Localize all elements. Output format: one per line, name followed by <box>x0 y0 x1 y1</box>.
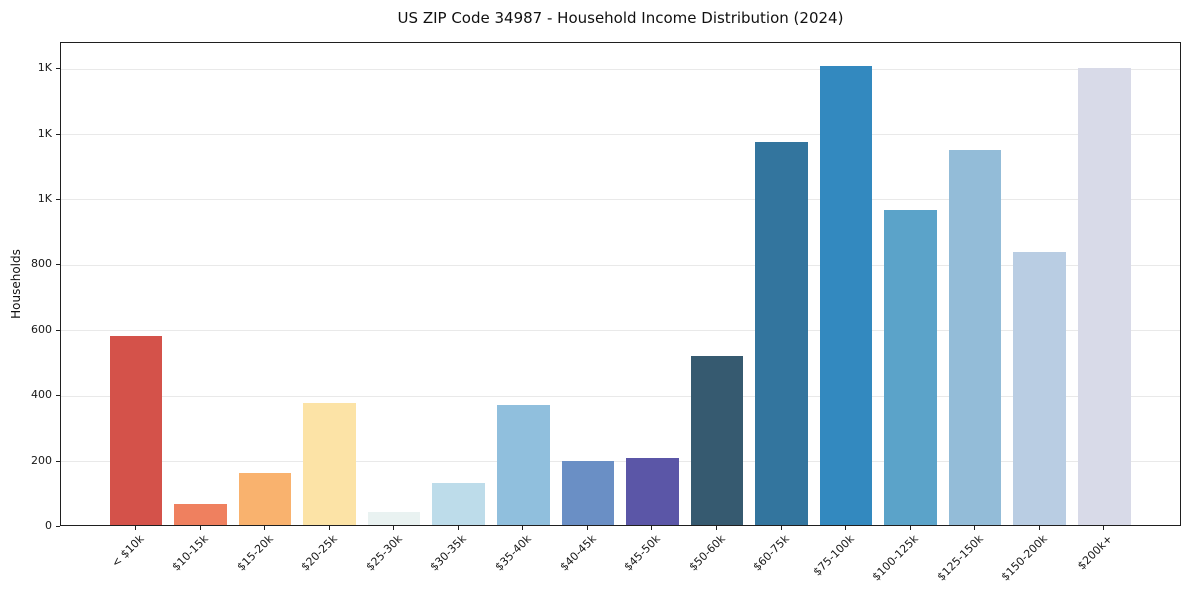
bar <box>561 461 615 525</box>
bar <box>690 355 744 525</box>
x-tick-label: $25-30k <box>363 532 405 574</box>
x-tick-label: $10-15k <box>169 532 212 574</box>
bar <box>819 65 873 525</box>
y-tick-label: 600 <box>31 322 52 336</box>
y-gridline <box>61 264 1180 266</box>
bar <box>174 503 227 525</box>
y-gridline <box>61 134 1180 136</box>
x-tick-mark <box>522 526 524 530</box>
x-tick-label: $75-100k <box>810 532 857 579</box>
x-tick-mark <box>457 526 459 530</box>
y-tick-mark <box>56 264 60 266</box>
bar <box>432 482 486 525</box>
y-gridline <box>61 395 1180 397</box>
bar <box>626 458 679 525</box>
x-tick-label: $50-60k <box>686 532 728 574</box>
bar <box>497 404 550 525</box>
x-tick-label: $125-150k <box>934 532 986 584</box>
x-tick-label: $30-35k <box>427 532 470 574</box>
y-gridline <box>61 461 1180 463</box>
x-tick-mark <box>328 526 330 530</box>
y-gridline <box>61 330 1180 332</box>
x-tick-label: < $10k <box>108 532 147 570</box>
x-tick-mark <box>199 526 201 530</box>
x-tick-mark <box>715 526 717 530</box>
bar <box>884 209 937 525</box>
chart-title: US ZIP Code 34987 - Household Income Dis… <box>397 9 844 27</box>
x-tick-mark <box>1038 526 1040 530</box>
bar <box>1013 251 1066 525</box>
x-tick-mark <box>586 526 588 530</box>
x-tick-label: $35-40k <box>492 532 534 574</box>
x-tick-label: $45-50k <box>621 532 663 574</box>
x-tick-mark <box>845 526 847 530</box>
y-tick-mark <box>56 395 60 397</box>
y-tick-mark <box>56 68 60 70</box>
x-tick-mark <box>1103 526 1105 530</box>
y-tick-label: 1K <box>37 126 52 140</box>
x-tick-mark <box>909 526 911 530</box>
y-tick-mark <box>56 198 60 200</box>
x-tick-label: $15-20k <box>234 532 276 574</box>
x-tick-label: $100-125k <box>869 532 922 584</box>
bar <box>238 473 292 525</box>
plot-area <box>60 42 1181 526</box>
y-gridline <box>61 199 1180 201</box>
bar <box>303 403 356 525</box>
bar <box>948 150 1002 525</box>
bar <box>755 142 808 525</box>
y-tick-mark <box>56 133 60 135</box>
y-tick-mark <box>56 460 60 462</box>
x-tick-mark <box>651 526 653 530</box>
y-gridline <box>61 68 1180 70</box>
x-tick-label: $40-45k <box>557 532 599 574</box>
x-tick-label: $60-75k <box>750 532 792 574</box>
y-tick-label: 1K <box>37 61 52 75</box>
bar <box>367 511 421 525</box>
x-tick-label: $200k+ <box>1074 532 1115 573</box>
y-tick-label: 1K <box>37 191 52 205</box>
y-tick-label: 400 <box>31 388 52 402</box>
y-tick-label: 200 <box>31 453 52 467</box>
x-tick-mark <box>393 526 395 530</box>
x-tick-mark <box>974 526 976 530</box>
y-tick-mark <box>56 526 60 527</box>
bar <box>1077 67 1131 525</box>
x-tick-mark <box>135 526 136 530</box>
x-tick-label: $20-25k <box>298 532 341 574</box>
x-tick-mark <box>264 526 266 530</box>
x-tick-mark <box>780 526 782 530</box>
y-tick-label: 0 <box>45 519 52 532</box>
bar <box>109 335 163 525</box>
x-tick-label: $150-200k <box>999 532 1051 584</box>
y-tick-mark <box>56 329 60 331</box>
y-tick-label: 800 <box>31 257 52 271</box>
